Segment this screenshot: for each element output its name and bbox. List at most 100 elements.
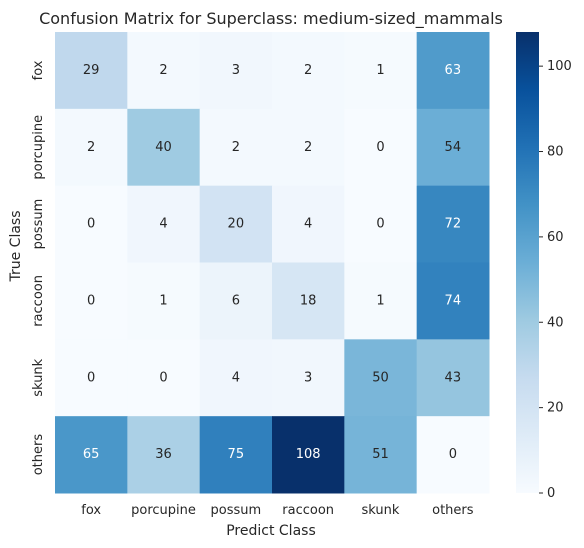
cell-value-label: 4 [304, 217, 312, 232]
cell-value-label: 4 [232, 370, 240, 385]
heatmap-cell [272, 108, 345, 187]
heatmap-cell [55, 108, 128, 187]
cell-value-label: 1 [159, 293, 167, 308]
cell-value-label: 0 [87, 293, 95, 308]
heatmap-cell [344, 108, 418, 187]
x-axis-label: Predict Class [226, 523, 316, 539]
cell-value-label: 40 [155, 140, 172, 155]
heatmap-cell [127, 32, 201, 110]
heatmap-cell [55, 416, 128, 494]
heatmap-cell [416, 108, 490, 187]
heatmap-cell [344, 416, 418, 494]
heatmap-cell [199, 262, 273, 340]
heatmap-cell [344, 32, 418, 110]
colorbar-tick-label: 20 [547, 401, 564, 416]
cell-value-label: 72 [445, 217, 462, 232]
cell-value-label: 50 [372, 370, 389, 385]
cell-value-label: 74 [445, 293, 462, 308]
cell-value-label: 4 [159, 217, 167, 232]
heatmap-cell [55, 339, 128, 417]
cell-value-label: 43 [445, 370, 462, 385]
y-tick-label: possum [31, 199, 46, 250]
heatmap-cell [344, 185, 418, 263]
cell-value-label: 0 [87, 370, 95, 385]
heatmap-cell [416, 339, 490, 417]
heatmap-cell [272, 416, 345, 494]
x-axis-ticks: fox porcupine possum raccoon skunk others [81, 503, 474, 518]
heatmap-cell [416, 185, 490, 263]
heatmap-cell [199, 185, 273, 263]
x-tick-label: fox [81, 503, 101, 518]
x-tick-label: porcupine [131, 503, 196, 518]
colorbar-tick-label: 80 [547, 145, 564, 160]
colorbar-ticks: 0 20 40 60 80 100 [539, 59, 572, 501]
cell-value-label: 2 [232, 140, 240, 155]
cell-value-label: 51 [372, 447, 389, 462]
cell-value-label: 2 [87, 140, 95, 155]
heatmap-cell [199, 339, 273, 417]
heatmap-cell [127, 339, 201, 417]
cell-value-label: 65 [83, 447, 100, 462]
x-tick-label: skunk [362, 503, 400, 518]
cell-value-label: 0 [159, 370, 167, 385]
heatmap-cell [344, 262, 418, 340]
colorbar-tick-label: 60 [547, 230, 564, 245]
colorbar [516, 32, 539, 493]
cell-value-label: 0 [376, 140, 384, 155]
cell-value-label: 108 [296, 447, 321, 462]
x-tick-label: raccoon [282, 503, 334, 518]
heatmap-cell [272, 262, 345, 340]
heatmap-cell [199, 416, 273, 494]
y-tick-label: others [31, 434, 46, 476]
x-tick-label: others [432, 503, 474, 518]
heatmap-cell [127, 108, 201, 187]
cell-value-label: 2 [159, 63, 167, 78]
colorbar-tick-label: 40 [547, 315, 564, 330]
y-axis-label: True Class [8, 210, 24, 282]
cell-value-label: 3 [232, 63, 240, 78]
cell-value-label: 54 [445, 140, 462, 155]
heatmap-cell [55, 32, 128, 110]
cell-value-label: 29 [83, 63, 100, 78]
cell-value-label: 75 [228, 447, 245, 462]
heatmap-cell [416, 416, 490, 494]
heatmap-cell [199, 108, 273, 187]
heatmap-cell [55, 262, 128, 340]
heatmap-cell [416, 32, 490, 110]
y-tick-label: skunk [31, 358, 46, 396]
heatmap-cell [127, 262, 201, 340]
y-axis-ticks: fox porcupine possum raccoon skunk others [31, 60, 46, 475]
heatmap-cell [55, 185, 128, 263]
heatmap-cell [272, 185, 345, 263]
cell-value-label: 1 [376, 293, 384, 308]
heatmap-cell [127, 185, 201, 263]
cell-value-label: 1 [376, 63, 384, 78]
cell-value-label: 2 [304, 140, 312, 155]
heatmap-cell [416, 262, 490, 340]
heatmap-cell [272, 32, 345, 110]
cell-value-label: 18 [300, 293, 317, 308]
heatmap-cell-labels: 29 2 3 2 1 632 40 2 2 0 540 4 20 4 0 720 1 6 18 1 740 0 4 3 50 43… [83, 63, 461, 462]
cell-value-label: 3 [304, 370, 312, 385]
heatmap-cell [127, 416, 201, 494]
x-tick-label: possum [211, 503, 262, 518]
colorbar-tick-label: 0 [547, 486, 555, 501]
cell-value-label: 63 [445, 63, 462, 78]
heatmap-cell [272, 339, 345, 417]
chart-title: Confusion Matrix for Superclass: medium-… [39, 9, 503, 29]
cell-value-label: 0 [449, 447, 457, 462]
heatmap-cells [55, 32, 490, 494]
cell-value-label: 0 [87, 217, 95, 232]
y-tick-label: fox [31, 60, 46, 80]
heatmap-cell [344, 339, 418, 417]
cell-value-label: 20 [228, 217, 245, 232]
y-tick-label: raccoon [31, 275, 46, 327]
cell-value-label: 2 [304, 63, 312, 78]
cell-value-label: 6 [232, 293, 240, 308]
y-tick-label: porcupine [31, 115, 46, 180]
colorbar-tick-label: 100 [547, 59, 572, 74]
cell-value-label: 36 [155, 447, 172, 462]
heatmap-cell [199, 32, 273, 110]
cell-value-label: 0 [376, 217, 384, 232]
